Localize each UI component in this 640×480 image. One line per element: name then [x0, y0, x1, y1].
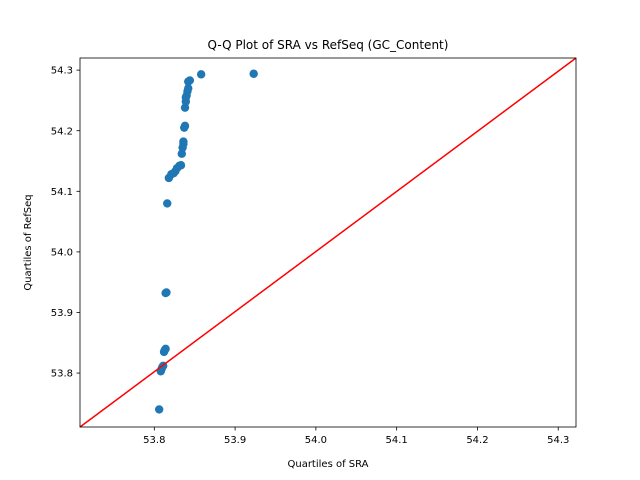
x-tick-label: 54.0	[305, 435, 327, 446]
x-tick-label: 53.8	[143, 435, 165, 446]
y-tick-label: 54.0	[51, 247, 73, 258]
reference-line	[79, 57, 577, 428]
data-point-18	[176, 161, 186, 170]
data-point-32	[185, 76, 195, 85]
x-axis-ticks: 53.8 53.9 54.0 54.1 54.2 54.3	[143, 427, 569, 446]
data-point-10	[162, 288, 171, 297]
y-tick-label: 54.3	[51, 66, 73, 77]
y-tick-label: 53.9	[51, 308, 73, 319]
y-tick-label: 54.2	[51, 126, 73, 137]
y-tick-label: 54.1	[51, 187, 73, 198]
chart-title: Q-Q Plot of SRA vs RefSeq (GC_Content)	[208, 38, 449, 52]
data-point-1	[154, 405, 164, 414]
data-point-30	[184, 84, 193, 93]
x-tick-label: 53.9	[224, 435, 246, 446]
x-axis-label: Quartiles of SRA	[287, 459, 368, 470]
scatter-points	[154, 69, 258, 414]
data-point-22	[179, 137, 188, 146]
y-tick-label: 53.8	[51, 369, 73, 380]
x-tick-label: 54.1	[386, 435, 408, 446]
reference-line-group	[79, 57, 577, 428]
y-axis-ticks: 53.8 53.9 54.0 54.1 54.2 54.3	[51, 66, 80, 380]
data-point-24	[180, 121, 190, 131]
y-axis-label: Quartiles of RefSeq	[23, 194, 34, 290]
plot-frame	[79, 57, 577, 428]
x-tick-label: 54.3	[547, 435, 569, 446]
data-point-33	[196, 70, 206, 79]
data-point-34	[249, 69, 258, 78]
x-tick-label: 54.2	[466, 435, 488, 446]
data-point-11	[163, 199, 172, 208]
data-point-8	[161, 344, 170, 354]
